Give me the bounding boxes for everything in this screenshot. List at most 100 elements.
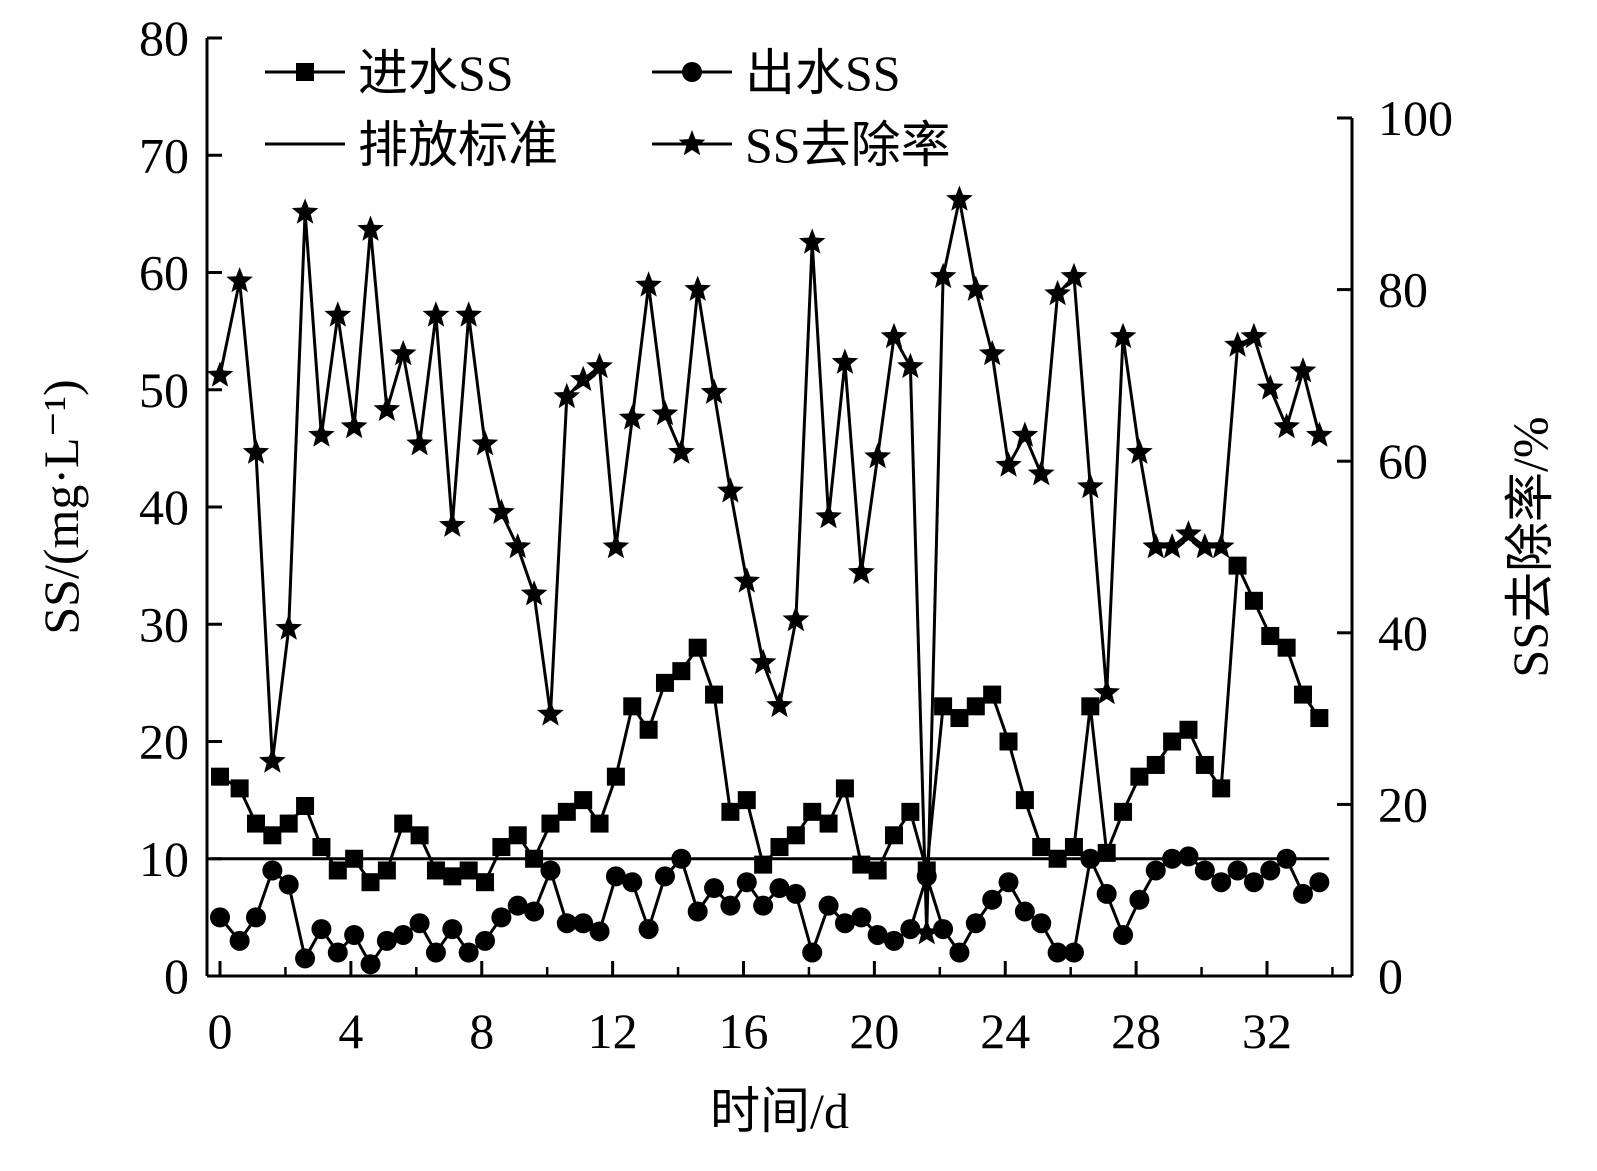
- x-tick-label: 32: [1242, 1003, 1292, 1059]
- data-point: [311, 919, 332, 940]
- data-point: [736, 872, 757, 893]
- series-line: [218, 199, 1321, 934]
- data-point: [488, 498, 515, 524]
- data-point: [1293, 685, 1312, 704]
- data-point: [688, 638, 707, 657]
- legend-item: SS去除率: [652, 117, 951, 173]
- data-point: [1310, 709, 1329, 728]
- data-point: [1243, 872, 1264, 893]
- data-point: [1163, 732, 1182, 751]
- data-point: [1063, 942, 1084, 963]
- data-point: [590, 814, 609, 833]
- data-point: [1244, 591, 1263, 610]
- data-point: [520, 580, 548, 606]
- data-point: [492, 838, 511, 857]
- data-point: [426, 861, 445, 880]
- data-point: [672, 662, 691, 681]
- data-point: [618, 404, 646, 430]
- data-point: [1015, 791, 1034, 810]
- data-point: [557, 802, 576, 821]
- data-point: [324, 301, 352, 327]
- data-point: [1179, 720, 1198, 739]
- data-point: [1306, 421, 1333, 447]
- data-point: [737, 791, 756, 810]
- data-point: [880, 322, 908, 349]
- data-point: [798, 228, 826, 254]
- data-point: [946, 185, 973, 211]
- data-point: [410, 826, 429, 845]
- data-point: [950, 709, 969, 728]
- data-point: [357, 215, 384, 241]
- data-point: [1044, 279, 1071, 306]
- data-point: [1060, 262, 1088, 289]
- data-point: [897, 352, 924, 379]
- y2-tick-label: 80: [1378, 262, 1428, 318]
- data-point: [949, 942, 970, 963]
- data-point: [230, 779, 249, 798]
- legend-label: 排放标准: [358, 117, 558, 173]
- data-point: [733, 567, 761, 593]
- data-point: [586, 352, 613, 379]
- data-point: [1011, 421, 1039, 447]
- data-point: [537, 700, 564, 726]
- y-axis-title: SS/(mg·L⁻¹): [33, 379, 89, 634]
- data-point: [1195, 755, 1214, 774]
- data-point: [622, 872, 643, 893]
- data-point: [443, 867, 462, 886]
- data-point: [1261, 626, 1280, 645]
- x-tick-label: 24: [980, 1003, 1030, 1059]
- x-tick-label: 0: [208, 1003, 233, 1059]
- data-point: [606, 767, 625, 786]
- legend-marker: [682, 62, 702, 82]
- data-point: [210, 907, 230, 928]
- data-point: [982, 889, 1003, 910]
- data-point: [1031, 913, 1052, 934]
- data-point: [913, 919, 940, 945]
- data-point: [770, 838, 789, 857]
- data-point: [998, 872, 1019, 893]
- data-point: [655, 673, 674, 692]
- data-point: [999, 732, 1018, 751]
- series-1: [211, 556, 1329, 892]
- data-point: [389, 340, 417, 366]
- x-tick-label: 12: [588, 1003, 638, 1059]
- data-point: [995, 451, 1022, 477]
- data-point: [1081, 697, 1100, 716]
- data-point: [1096, 883, 1117, 904]
- data-point: [1129, 889, 1150, 910]
- data-point: [1212, 779, 1231, 798]
- data-point: [1289, 357, 1317, 383]
- data-point: [442, 919, 463, 940]
- data-point: [1014, 901, 1035, 922]
- data-point: [1027, 460, 1055, 486]
- data-point: [406, 430, 433, 456]
- y-tick-label: 30: [139, 596, 189, 652]
- data-point: [1292, 883, 1313, 904]
- data-point: [635, 271, 662, 297]
- legend-label: 进水SS: [358, 45, 514, 101]
- data-point: [1130, 767, 1149, 786]
- data-point: [900, 919, 921, 940]
- y2-tick-label: 0: [1378, 948, 1403, 1004]
- data-point: [409, 913, 430, 934]
- data-point: [553, 382, 581, 409]
- data-point: [1191, 533, 1219, 559]
- data-point: [1257, 374, 1284, 400]
- data-point: [802, 942, 823, 963]
- data-point: [246, 814, 265, 833]
- y2-tick-label: 100: [1378, 90, 1453, 146]
- y-tick-label: 40: [139, 479, 189, 535]
- data-point: [425, 942, 446, 963]
- data-point: [1093, 678, 1120, 705]
- data-point: [1145, 860, 1166, 881]
- y-tick-label: 10: [139, 831, 189, 887]
- data-point: [569, 365, 597, 391]
- data-point: [933, 919, 954, 940]
- data-point: [1194, 860, 1215, 881]
- data-point: [639, 720, 658, 739]
- y-tick-label: 50: [139, 362, 189, 418]
- data-point: [638, 919, 659, 940]
- data-point: [803, 802, 822, 821]
- y-tick-label: 80: [139, 10, 189, 66]
